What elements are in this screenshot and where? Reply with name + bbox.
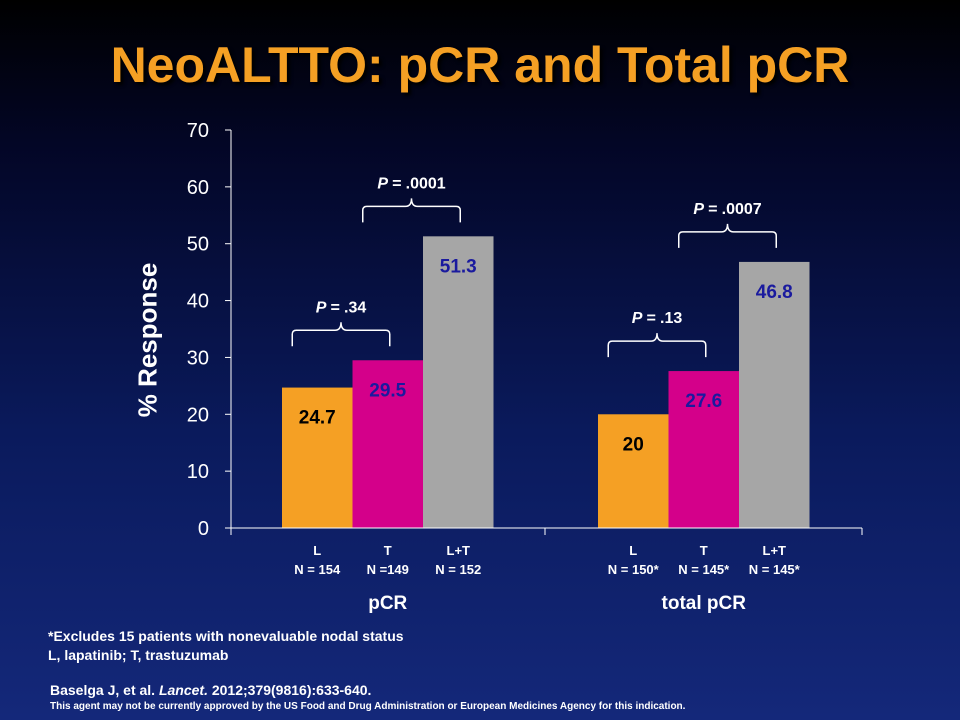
bar-n-label: N =149 — [367, 562, 409, 577]
bar-n-label: N = 145* — [749, 562, 801, 577]
footnote-abbreviations: L, lapatinib; T, trastuzumab — [48, 647, 229, 663]
bar-n-label: N = 154 — [294, 562, 341, 577]
axes: 0 10 20 30 40 50 60 70 — [187, 120, 863, 540]
bar — [352, 360, 423, 528]
citation: Baselga J, et al. Lancet. 2012;379(9816)… — [50, 682, 371, 698]
y-tick-label: 0 — [198, 518, 209, 540]
y-tick-label: 70 — [187, 120, 209, 142]
y-tick-label: 60 — [187, 177, 209, 199]
group-label: pCR — [368, 593, 407, 614]
p-value-label: P = .0001 — [377, 175, 445, 192]
significance-bracket — [678, 223, 777, 248]
bar-category-label: T — [384, 543, 392, 558]
bar-n-label: N = 150* — [608, 562, 660, 577]
slide-title: NeoALTTO: pCR and Total pCR — [110, 37, 850, 93]
p-value-label: P = .13 — [632, 310, 683, 327]
bar-chart: 0 10 20 30 40 50 60 70 24.7 L N = 154 29.5 T N =149 5… — [187, 120, 863, 614]
p-value-label: P = .34 — [316, 299, 367, 316]
bar-category-label: L+T — [763, 543, 787, 558]
bar-category-label: T — [700, 543, 708, 558]
bar — [423, 236, 494, 528]
footnote-excludes: *Excludes 15 patients with nonevaluable … — [48, 628, 404, 644]
bar-value-label: 29.5 — [369, 380, 406, 401]
citation-journal: Lancet. — [158, 682, 208, 698]
citation-authors: Baselga J, et al. — [50, 682, 159, 698]
labels: 24.7 L N = 154 29.5 T N =149 51.3 L+T N = 152 pCR… — [294, 256, 800, 614]
bar-value-label: 51.3 — [440, 256, 477, 277]
bar — [739, 261, 810, 528]
y-tick-label: 20 — [187, 404, 209, 426]
annotations: P = .34 P = .0001 P = .13 P = .0007 — [291, 175, 777, 358]
group-label: total pCR — [662, 593, 747, 614]
significance-bracket — [362, 198, 461, 223]
bars — [282, 236, 810, 528]
bar — [598, 414, 669, 528]
p-value-label: P = .0007 — [693, 201, 761, 218]
bar-n-label: N = 145* — [678, 562, 730, 577]
bar — [668, 371, 739, 528]
bar — [282, 387, 353, 528]
citation-details: 2012;379(9816):633-640. — [207, 682, 372, 698]
y-tick-label: 30 — [187, 347, 209, 369]
bar-value-label: 24.7 — [299, 408, 336, 429]
y-tick-label: 40 — [187, 291, 209, 313]
disclaimer: This agent may not be currently approved… — [50, 701, 686, 712]
bar-category-label: L — [313, 543, 321, 558]
bar-value-label: 20 — [623, 434, 644, 455]
y-tick-label: 10 — [187, 461, 209, 483]
significance-bracket — [607, 333, 707, 358]
bar-value-label: 27.6 — [685, 391, 722, 412]
bar-value-label: 46.8 — [756, 282, 793, 303]
significance-bracket — [291, 322, 391, 347]
bar-category-label: L — [629, 543, 637, 558]
y-tick-label: 50 — [187, 234, 209, 256]
bar-n-label: N = 152 — [435, 562, 481, 577]
bar-category-label: L+T — [447, 543, 471, 558]
